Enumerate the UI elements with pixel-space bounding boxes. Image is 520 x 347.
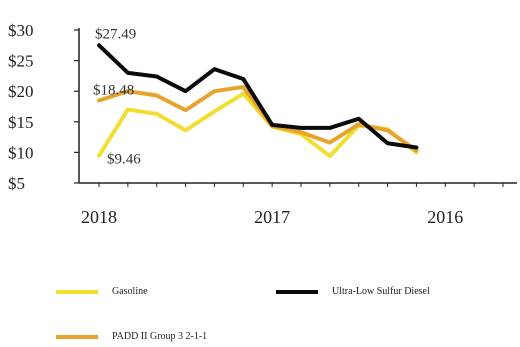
series-line-padd	[97, 84, 419, 153]
x-tick-label: 2017	[254, 207, 290, 227]
y-tick-label: $15	[8, 113, 34, 132]
y-tick-label: $5	[8, 174, 25, 193]
series-lines	[97, 43, 419, 159]
data-label: $9.46	[107, 152, 141, 168]
data-label: $27.49	[95, 26, 136, 42]
y-axis: $30 $25 $20 $15 $10 $5	[8, 21, 80, 193]
y-tick-label: $30	[8, 21, 34, 40]
x-axis: 2018 2017 2016	[79, 182, 517, 227]
series-line-ulsd	[97, 43, 419, 150]
y-tick-label: $25	[8, 52, 34, 71]
x-tick-label: 2018	[81, 207, 117, 227]
y-tick-label: $10	[8, 143, 34, 162]
data-label: $18.48	[93, 83, 134, 99]
data-labels: $27.49 $18.48 $9.46	[93, 26, 141, 167]
x-tick-label: 2016	[427, 207, 463, 227]
y-tick-label: $20	[8, 82, 34, 101]
